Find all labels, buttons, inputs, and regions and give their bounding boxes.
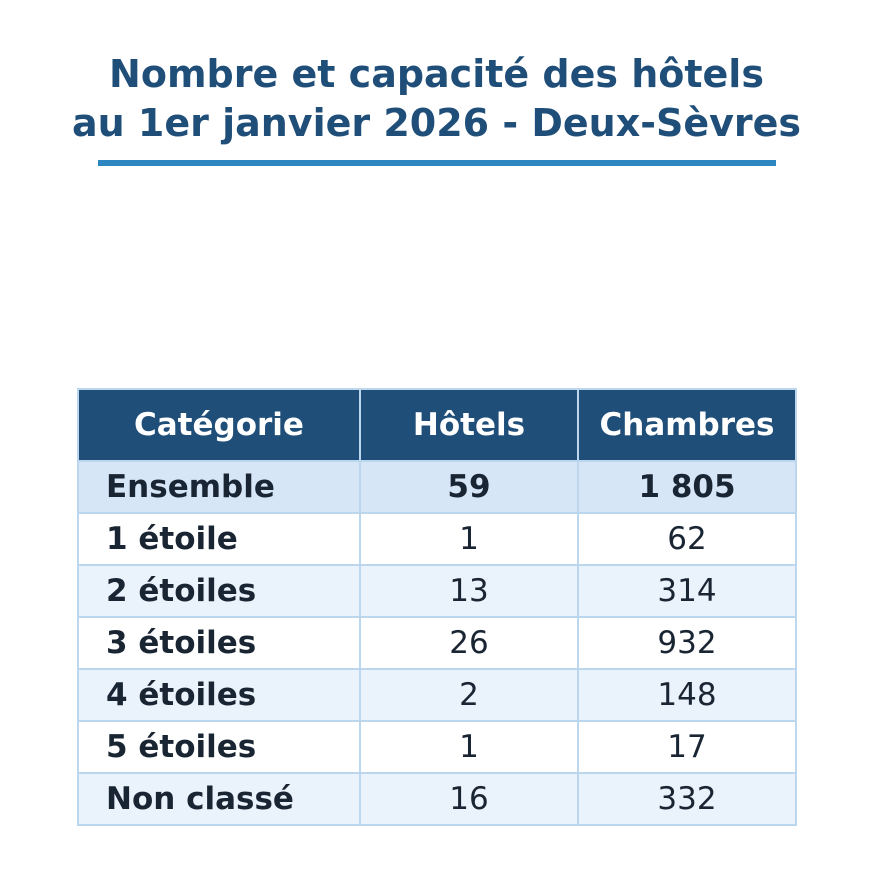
cell-category: Non classé	[77, 772, 361, 826]
cell-category: 3 étoiles	[77, 616, 361, 670]
cell-rooms: 17	[577, 720, 797, 774]
cell-hotels: 1	[359, 720, 579, 774]
cell-rooms: 314	[577, 564, 797, 618]
table-row: Non classé 16 332	[77, 772, 797, 826]
cell-hotels: 26	[359, 616, 579, 670]
cell-category: 2 étoiles	[77, 564, 361, 618]
table-row-total: Ensemble 59 1 805	[77, 460, 797, 514]
cell-category: Ensemble	[77, 460, 361, 514]
table-row: 3 étoiles 26 932	[77, 616, 797, 670]
cell-rooms: 1 805	[577, 460, 797, 514]
cell-rooms: 62	[577, 512, 797, 566]
column-header-hotels: Hôtels	[359, 388, 579, 462]
cell-category: 5 étoiles	[77, 720, 361, 774]
cell-hotels: 2	[359, 668, 579, 722]
cell-category: 1 étoile	[77, 512, 361, 566]
cell-category: 4 étoiles	[77, 668, 361, 722]
cell-rooms: 332	[577, 772, 797, 826]
column-header-chambres: Chambres	[577, 388, 797, 462]
table-row: 5 étoiles 1 17	[77, 720, 797, 774]
table-row: 1 étoile 1 62	[77, 512, 797, 566]
chart-title: Nombre et capacité des hôtels au 1er jan…	[0, 50, 873, 148]
cell-hotels: 16	[359, 772, 579, 826]
cell-hotels: 13	[359, 564, 579, 618]
table-row: 2 étoiles 13 314	[77, 564, 797, 618]
column-header-categorie: Catégorie	[77, 388, 361, 462]
hotel-capacity-table: Catégorie Hôtels Chambres Ensemble 59 1 …	[77, 388, 797, 826]
cell-hotels: 59	[359, 460, 579, 514]
cell-hotels: 1	[359, 512, 579, 566]
cell-rooms: 932	[577, 616, 797, 670]
cell-rooms: 148	[577, 668, 797, 722]
title-underline	[98, 160, 776, 166]
chart-title-line-2: au 1er janvier 2026 - Deux-Sèvres	[71, 101, 802, 145]
chart-title-line-1: Nombre et capacité des hôtels	[109, 52, 764, 96]
table-header-row: Catégorie Hôtels Chambres	[77, 388, 797, 462]
table-row: 4 étoiles 2 148	[77, 668, 797, 722]
